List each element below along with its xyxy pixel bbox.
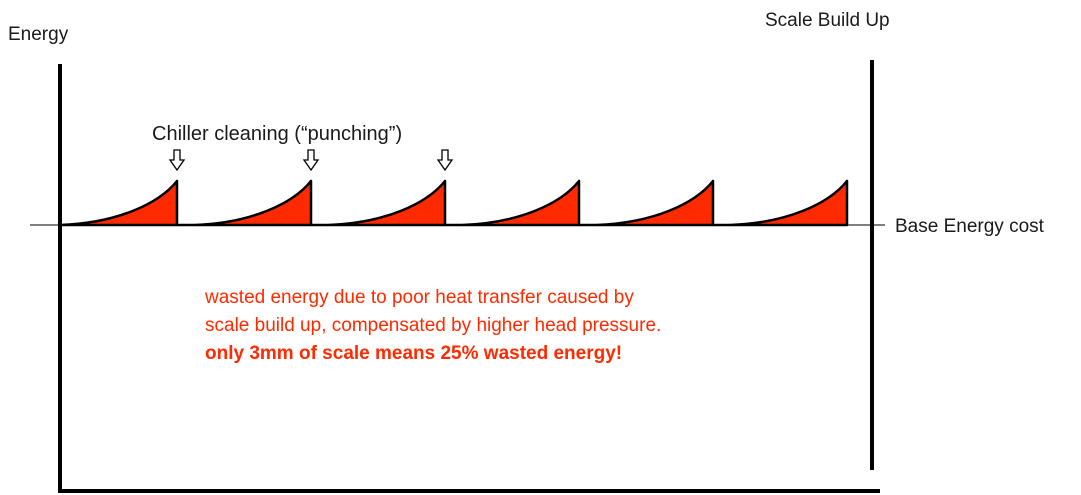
note-line-1: wasted energy due to poor heat transfer … <box>204 287 634 308</box>
down-arrow-icon <box>436 149 454 172</box>
note-line-3: only 3mm of scale means 25% wasted energ… <box>205 343 622 364</box>
wasted-energy-tooth <box>594 179 715 227</box>
down-arrow-icon <box>168 149 186 172</box>
note-line-2: scale build up, compensated by higher he… <box>205 315 661 336</box>
wasted-energy-tooth <box>460 179 581 227</box>
wasted-energy-tooth <box>58 179 179 227</box>
cleaning-markers <box>168 149 454 172</box>
chiller-cleaning-label: Chiller cleaning (“punching”) <box>152 123 402 145</box>
wasted-energy-tooth <box>192 179 313 227</box>
y-axis-label: Energy <box>8 24 69 45</box>
wasted-energy-cycles <box>58 179 849 227</box>
scale-build-up-label: Scale Build Up <box>765 10 890 31</box>
wasted-energy-tooth <box>326 179 447 227</box>
base-energy-cost-label: Base Energy cost <box>895 216 1045 237</box>
wasted-energy-tooth <box>728 179 849 227</box>
down-arrow-icon <box>302 149 320 172</box>
